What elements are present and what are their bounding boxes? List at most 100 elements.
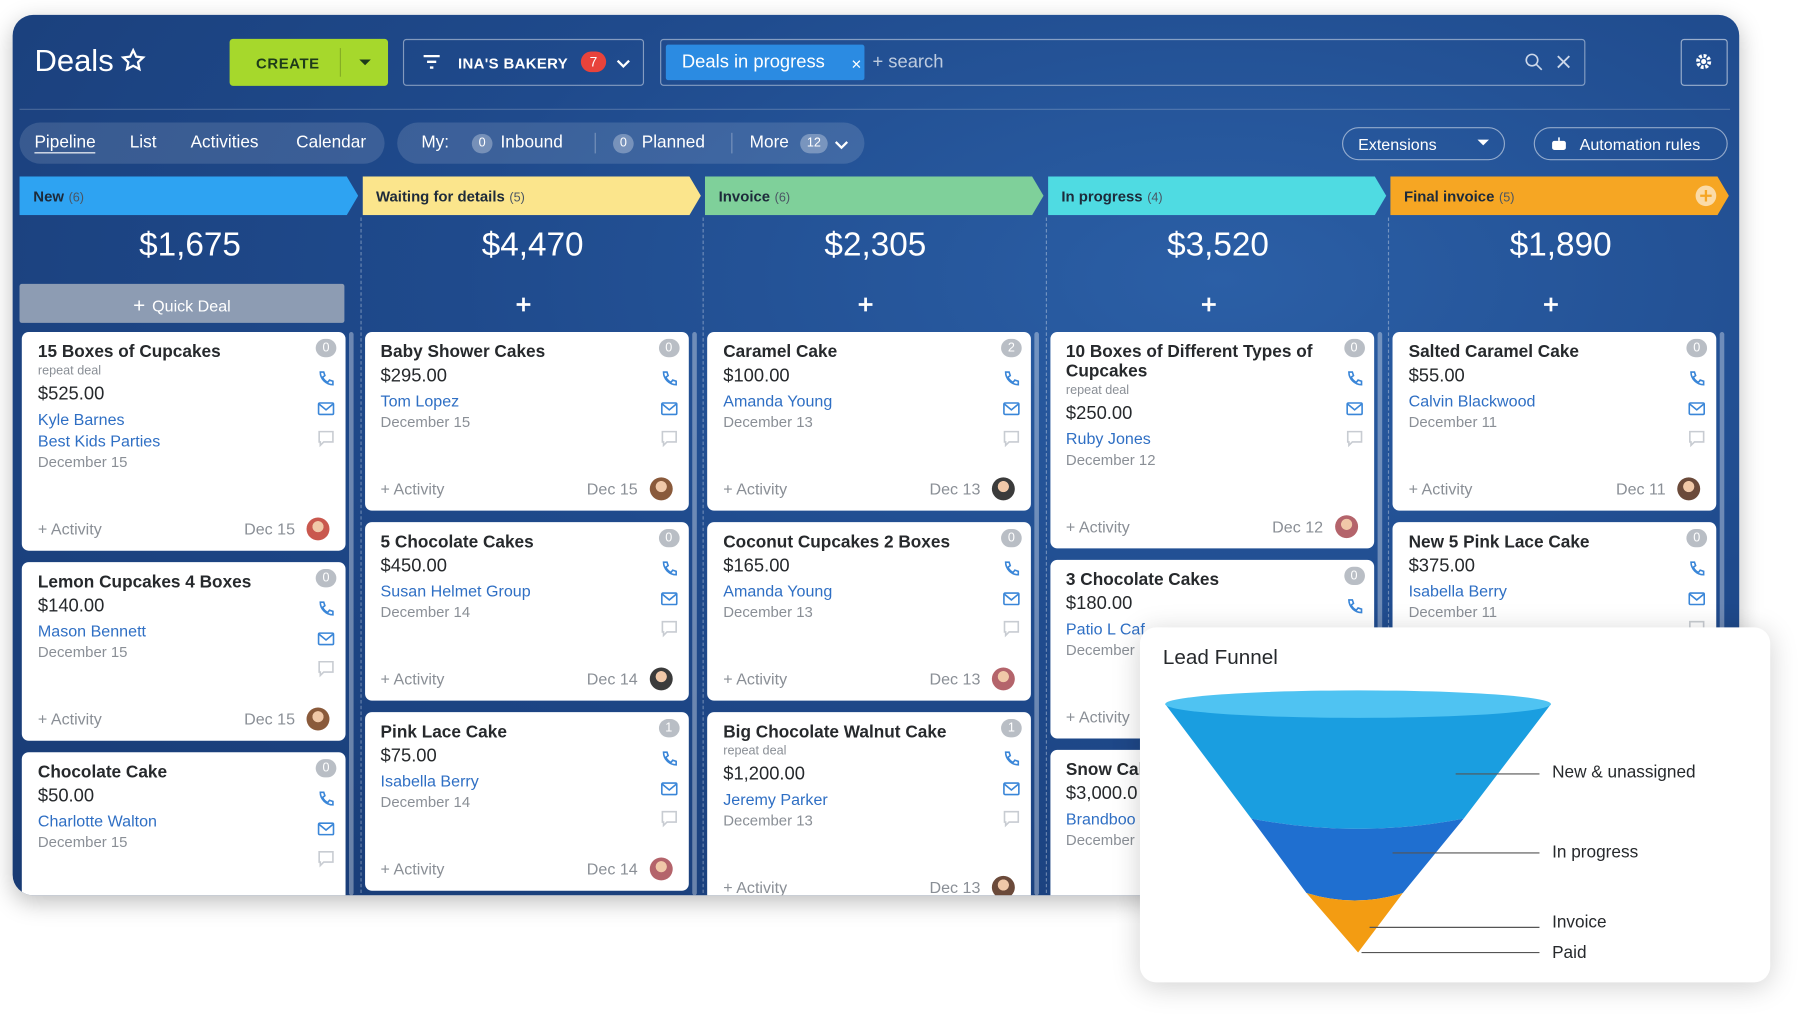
deal-title: 3 Chocolate Cakes <box>1065 570 1220 590</box>
deal-contact[interactable]: Brandboo <box>1065 809 1136 828</box>
avatar <box>649 477 673 501</box>
deals-panel: Deals CREATE INA'S BAKERY 7 Deals in progres… <box>12 14 1740 896</box>
view-tab[interactable]: List <box>129 132 157 153</box>
deal-card[interactable]: Chocolate Cake $50.00 Charlotte Walton Dece… <box>21 752 346 896</box>
gear-icon <box>1694 51 1714 77</box>
settings-button[interactable] <box>1680 38 1728 86</box>
mail-icon <box>1688 590 1706 614</box>
filter-count: 7 <box>580 51 607 73</box>
deal-contact[interactable]: Kyle Barnes <box>37 409 125 429</box>
deal-card[interactable]: Lemon Cupcakes 4 Boxes $140.00 Mason Benne… <box>21 562 346 741</box>
deal-card[interactable]: 10 Boxes of Different Types of Cupcakes r… <box>1049 332 1374 549</box>
filter-item[interactable]: Inbound <box>500 132 563 153</box>
deal-contact[interactable]: Susan Helmet Group <box>380 581 531 600</box>
activity-link[interactable]: + Activity <box>37 519 102 539</box>
activity-link[interactable]: + Activity <box>380 669 445 689</box>
deal-contact[interactable]: Amanda Young <box>723 391 833 410</box>
activity-link[interactable]: + Activity <box>1065 517 1130 536</box>
activity-link[interactable]: + Activity <box>723 878 788 896</box>
separator <box>731 132 733 154</box>
deal-contact[interactable]: Best Kids Parties <box>37 431 161 450</box>
deal-contact[interactable]: Amanda Young <box>723 581 833 600</box>
note-icon <box>1002 619 1020 643</box>
deal-contact[interactable]: Charlotte Walton <box>37 811 157 831</box>
phone-icon <box>317 370 335 394</box>
activity-date: Dec 13 <box>929 878 981 896</box>
deal-contact[interactable]: Patio L Caf <box>1065 619 1145 638</box>
add-deal-button[interactable] <box>854 293 877 316</box>
deal-contact[interactable]: Tom Lopez <box>380 391 460 410</box>
view-tab[interactable]: Pipeline <box>34 132 96 154</box>
search-box[interactable]: Deals in progress + search <box>660 38 1586 86</box>
deal-title: Baby Shower Cakes <box>380 342 546 362</box>
activity-badge: 0 <box>1001 528 1022 548</box>
scrollbar <box>1719 332 1725 896</box>
stage-header-text: Final invoice (5) <box>1404 188 1514 205</box>
activity-badge: 0 <box>315 338 337 358</box>
deal-card[interactable]: Coconut Cupcakes 2 Boxes $165.00 Amanda Yo… <box>707 522 1031 701</box>
filter-button[interactable]: INA'S BAKERY 7 <box>402 38 645 86</box>
stage-name: Waiting for details <box>375 187 505 205</box>
column-separator <box>702 217 704 894</box>
activity-link[interactable]: + Activity <box>723 669 788 689</box>
filter-item[interactable]: More <box>749 132 789 153</box>
deal-contact[interactable]: Isabella Berry <box>380 771 479 790</box>
note-icon <box>660 619 678 643</box>
deal-date: December 14 <box>380 603 471 621</box>
mail-icon <box>317 630 335 654</box>
add-deal-button[interactable] <box>1197 293 1220 316</box>
deal-contact[interactable]: Isabella Berry <box>1408 581 1507 600</box>
funnel-diagram: New & unassigned In progress Invoice Pai… <box>1165 690 1696 962</box>
activity-link[interactable]: + Activity <box>1408 479 1473 499</box>
stage-header-text: Invoice (6) <box>719 188 790 205</box>
my-label: My: <box>421 132 450 153</box>
activity-link[interactable]: + Activity <box>380 859 445 879</box>
activity-link[interactable]: + Activity <box>723 479 788 499</box>
deal-value: $450.00 <box>380 556 447 576</box>
add-stage-button[interactable] <box>1695 185 1717 207</box>
deal-contact[interactable]: Calvin Blackwood <box>1408 391 1536 410</box>
deal-card[interactable]: Baby Shower Cakes $295.00 Tom Lopez Decembe… <box>364 332 689 511</box>
stage-header-text: New (6) <box>33 188 84 205</box>
deal-card[interactable]: Salted Caramel Cake $55.00 Calvin Blackwoo… <box>1392 332 1717 511</box>
deal-title: 5 Chocolate Cakes <box>380 532 534 552</box>
phone-icon <box>1002 370 1020 394</box>
avatar <box>1334 515 1358 539</box>
deal-contact[interactable]: Ruby Jones <box>1065 429 1151 448</box>
filter-icon <box>422 53 440 77</box>
phone-icon <box>1002 560 1020 584</box>
search-chip[interactable]: Deals in progress <box>665 44 865 81</box>
deal-value: $525.00 <box>37 384 105 405</box>
note-icon <box>660 429 678 453</box>
quick-deal-button[interactable]: + Quick Deal <box>19 283 345 323</box>
activity-badge: 2 <box>1001 338 1022 358</box>
deal-card[interactable]: Caramel Cake $100.00 Amanda Young December … <box>707 332 1031 511</box>
create-button[interactable]: CREATE <box>229 38 389 86</box>
phone-icon <box>317 600 335 624</box>
view-tab[interactable]: Calendar <box>296 132 367 153</box>
add-deal-button[interactable] <box>1539 293 1562 316</box>
extensions-button[interactable]: Extensions <box>1342 127 1506 161</box>
deal-date: December 13 <box>723 811 813 829</box>
deal-card[interactable]: Pink Lace Cake $75.00 Isabella Berry Decemb… <box>364 712 689 891</box>
activity-link[interactable]: + Activity <box>37 709 102 729</box>
automation-button[interactable]: Automation rules <box>1533 127 1728 161</box>
view-tab[interactable]: Activities <box>190 132 259 153</box>
activity-link[interactable]: + Activity <box>380 479 445 499</box>
scrollbar <box>691 332 697 896</box>
deal-footer: + Activity Dec 15 <box>381 476 673 501</box>
activity-link[interactable]: + Activity <box>1065 707 1130 726</box>
activity-badge: 0 <box>315 759 337 778</box>
deal-contact[interactable]: Mason Bennett <box>37 621 146 640</box>
filter-label: INA'S BAKERY <box>458 54 569 73</box>
deal-card[interactable]: 15 Boxes of Cupcakes repeat deal $525.00 Ky… <box>21 332 346 551</box>
activity-date: Dec 14 <box>586 859 638 879</box>
mail-icon <box>660 400 678 424</box>
stage-header: Invoice (6) <box>704 176 1044 216</box>
deal-contact[interactable]: Jeremy Parker <box>723 789 828 809</box>
deal-card[interactable]: Big Chocolate Walnut Cake repeat deal $1,2… <box>707 712 1031 896</box>
deal-title: New 5 Pink Lace Cake <box>1408 532 1590 552</box>
filter-item[interactable]: Planned <box>641 132 705 153</box>
deal-card[interactable]: 5 Chocolate Cakes $450.00 Susan Helmet Gro… <box>364 522 689 701</box>
add-deal-button[interactable] <box>511 293 534 316</box>
